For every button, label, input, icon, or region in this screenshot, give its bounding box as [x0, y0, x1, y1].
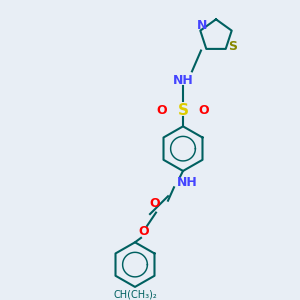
Text: O: O: [157, 103, 167, 116]
Text: O: O: [139, 225, 149, 239]
Text: NH: NH: [172, 74, 194, 87]
Text: S: S: [178, 103, 188, 118]
Text: O: O: [199, 103, 209, 116]
Text: O: O: [149, 197, 160, 210]
Text: N: N: [197, 19, 208, 32]
Text: CH(CH₃)₂: CH(CH₃)₂: [113, 289, 157, 299]
Text: NH: NH: [177, 176, 198, 189]
Text: S: S: [228, 40, 237, 52]
